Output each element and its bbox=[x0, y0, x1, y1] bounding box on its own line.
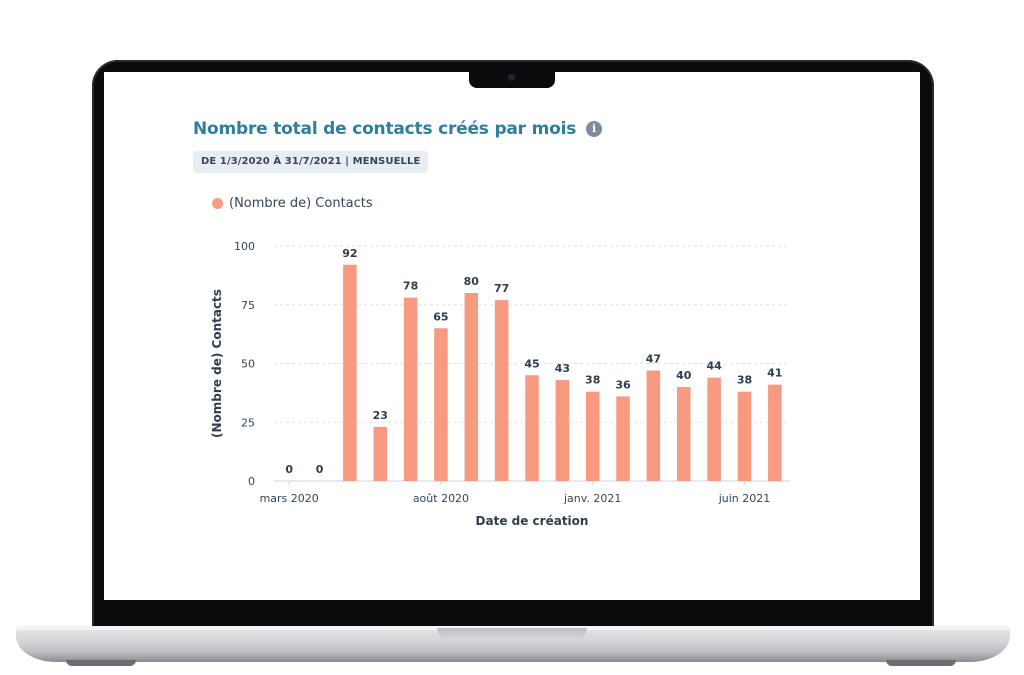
chart-value-labels: 0 0 92 23 78 65 80 77 45 43 38 36 47 40 44 38 41 bbox=[285, 247, 782, 476]
bar[interactable] bbox=[646, 370, 661, 481]
x-tick-label: août 2020 bbox=[413, 492, 469, 505]
y-tick-label: 0 bbox=[248, 475, 255, 488]
bar[interactable] bbox=[373, 426, 387, 481]
bar-value-label: 40 bbox=[676, 369, 692, 382]
bar[interactable] bbox=[707, 377, 721, 481]
bar[interactable] bbox=[343, 264, 357, 481]
bar-value-label: 65 bbox=[433, 310, 448, 323]
date-range-badge: DE 1/3/2020 À 31/7/2021 | MENSUELLE bbox=[193, 151, 429, 173]
y-axis-ticks: 0 25 50 75 100 bbox=[234, 240, 255, 488]
bar[interactable] bbox=[677, 387, 691, 481]
bar-value-label: 78 bbox=[403, 280, 418, 293]
bar-value-label: 45 bbox=[524, 357, 539, 370]
laptop-screen: Nombre total de contacts créés par mois … bbox=[104, 72, 920, 600]
bar[interactable] bbox=[768, 384, 782, 481]
bar-value-label: 41 bbox=[767, 367, 782, 380]
bar-value-label: 44 bbox=[706, 360, 722, 373]
laptop-foot-left bbox=[66, 660, 136, 666]
x-tick-label: mars 2020 bbox=[260, 492, 319, 505]
laptop-foot-right bbox=[886, 660, 956, 666]
y-tick-label: 100 bbox=[234, 240, 255, 253]
chart-bars bbox=[343, 264, 782, 481]
x-axis-ticks: mars 2020 août 2020 janv. 2021 juin 2021 bbox=[260, 481, 771, 505]
bar-value-label: 23 bbox=[373, 409, 388, 422]
bar-value-label: 0 bbox=[285, 463, 293, 476]
laptop-opening-groove bbox=[437, 628, 587, 640]
bar-value-label: 38 bbox=[737, 374, 752, 387]
bar-chart: 0 25 50 75 100 0 0 92 23 78 65 80 77 45 43 38 36 47 40 44 3… bbox=[210, 240, 790, 528]
bar[interactable] bbox=[464, 293, 479, 481]
bar[interactable] bbox=[555, 379, 570, 481]
y-tick-label: 75 bbox=[241, 299, 255, 312]
camera-icon bbox=[508, 74, 515, 81]
legend-swatch bbox=[212, 198, 223, 209]
x-tick-label: juin 2021 bbox=[718, 492, 771, 505]
bar[interactable] bbox=[616, 396, 630, 481]
bar[interactable] bbox=[494, 300, 509, 481]
chart-title: Nombre total de contacts créés par mois bbox=[193, 119, 577, 139]
bar-value-label: 77 bbox=[494, 282, 509, 295]
bar-value-label: 38 bbox=[585, 374, 600, 387]
bar-value-label: 36 bbox=[615, 378, 631, 391]
bar[interactable] bbox=[585, 391, 600, 481]
y-tick-label: 50 bbox=[241, 358, 255, 371]
bar[interactable] bbox=[403, 297, 418, 481]
chart-header: Nombre total de contacts créés par mois … bbox=[193, 119, 603, 139]
bar-value-label: 47 bbox=[646, 353, 661, 366]
info-icon[interactable]: i bbox=[586, 121, 603, 137]
bar-value-label: 92 bbox=[342, 247, 357, 260]
x-tick-label: janv. 2021 bbox=[563, 492, 621, 505]
x-axis-title: Date de création bbox=[476, 514, 589, 528]
bar-value-label: 43 bbox=[555, 362, 570, 375]
bar[interactable] bbox=[737, 391, 752, 481]
y-axis-title: (Nombre de) Contacts bbox=[210, 289, 224, 438]
legend-label: (Nombre de) Contacts bbox=[229, 196, 373, 211]
bar-value-label: 80 bbox=[464, 275, 480, 288]
bar[interactable] bbox=[434, 328, 448, 481]
laptop-lower-bezel bbox=[104, 600, 920, 622]
y-tick-label: 25 bbox=[241, 416, 255, 429]
bar-value-label: 0 bbox=[316, 463, 324, 476]
chart-legend[interactable]: (Nombre de) Contacts bbox=[212, 196, 373, 211]
bar[interactable] bbox=[525, 375, 539, 481]
